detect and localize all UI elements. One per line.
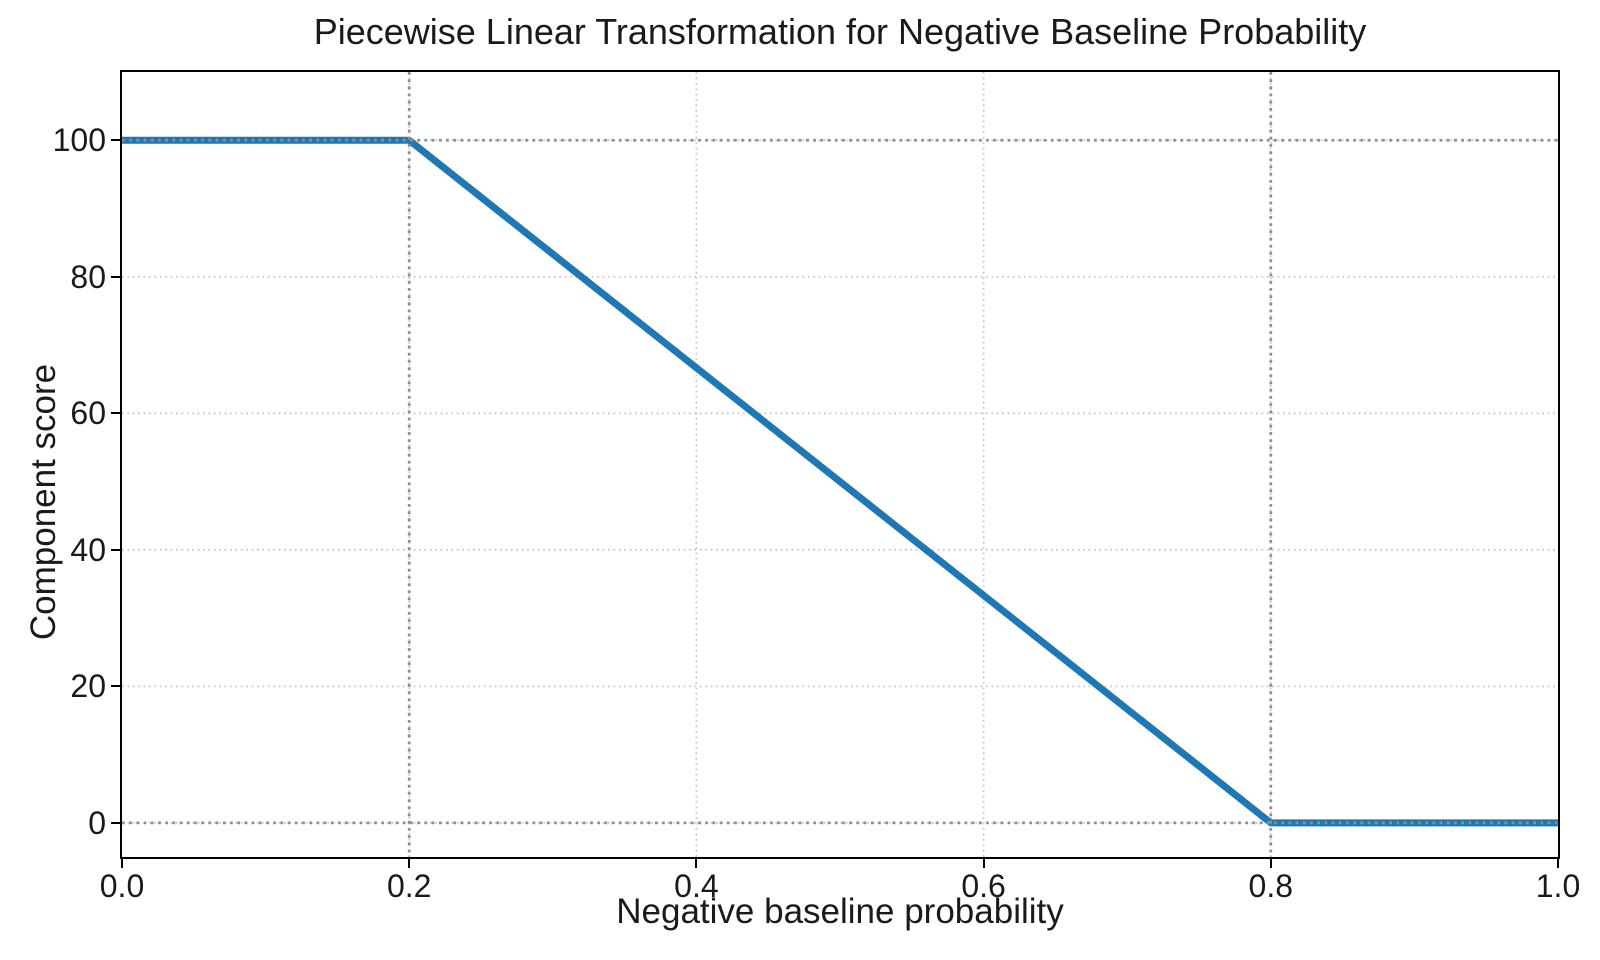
y-tick-label: 20 [70,668,106,705]
y-tick-label: 60 [70,395,106,432]
series-line [122,136,1558,827]
y-tick-mark [111,548,120,551]
y-tick-label: 40 [70,531,106,568]
x-tick-mark [982,859,985,868]
y-tick-label: 100 [52,122,106,159]
y-tick-mark [111,139,120,142]
x-tick-label: 0.8 [1248,868,1294,904]
chart-title: Piecewise Linear Transformation for Nega… [313,11,1367,52]
x-tick-mark [1557,859,1559,868]
x-tick-label: 0.0 [99,868,145,904]
x-tick-label: 0.6 [961,868,1006,904]
x-tick-label: 0.4 [674,868,719,904]
y-tick-mark [111,821,120,824]
y-tick-mark [111,412,120,415]
x-tick-label: 1.0 [1535,868,1581,904]
y-tick-label: 80 [70,258,106,295]
y-tick-mark [111,685,120,688]
x-tick-label: 0.2 [386,868,432,904]
x-axis-label: Negative baseline probability [616,892,1064,931]
x-tick-mark [695,859,698,868]
x-tick-mark [1269,859,1272,868]
x-tick-mark [121,859,123,868]
plot-area [120,70,1560,859]
x-tick-mark [408,859,411,868]
y-tick-mark [111,275,120,278]
y-tick-label: 0 [88,804,106,841]
plot-svg [122,72,1558,857]
